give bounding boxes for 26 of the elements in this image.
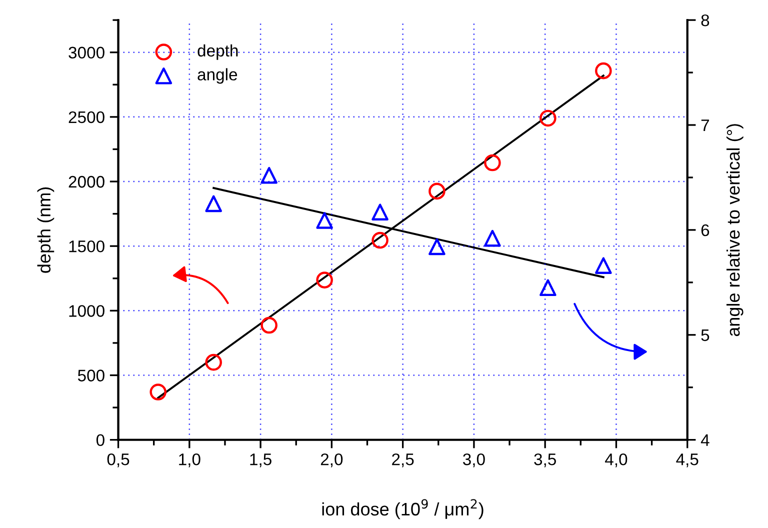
y2-tick-label: 4 [700, 434, 710, 446]
x-tick-label: 1,0 [179, 453, 200, 468]
x-tick-label: 4,0 [605, 453, 628, 468]
y-tick-label: 0 [96, 434, 104, 446]
x-tick-label: 0,5 [107, 453, 130, 468]
y-tick-label: 500 [78, 370, 104, 382]
y2-axis-title: angle relative to vertical (°) [726, 124, 744, 336]
y-axis-title: depth (nm) [37, 187, 54, 273]
legend-label: angle [198, 68, 238, 84]
x-tick-label: 3,5 [534, 453, 556, 468]
x-tick-label: 1,5 [250, 454, 272, 468]
y2-tick-label: 6 [701, 224, 710, 236]
y-tick-label: 1000 [69, 305, 104, 317]
y2-tick-label: 7 [701, 120, 709, 132]
y2-tick-label: 8 [701, 14, 710, 26]
x-tick-label: 3,0 [463, 453, 485, 468]
x-tick-label: 4,5 [676, 454, 698, 468]
x-tick-label: 2,0 [320, 453, 343, 468]
legend-label: depth [198, 44, 238, 60]
y2-tick-label: 5 [701, 329, 710, 342]
y-tick-label: 2500 [68, 111, 104, 124]
y-tick-label: 2000 [68, 176, 104, 188]
x-axis-title: ion dose (10$^{9}$ / μm$^{2}$) [322, 499, 484, 520]
y-tick-label: 1500 [69, 240, 104, 252]
x-tick-label: 2,5 [392, 453, 414, 468]
y-tick-label: 3000 [68, 46, 104, 59]
